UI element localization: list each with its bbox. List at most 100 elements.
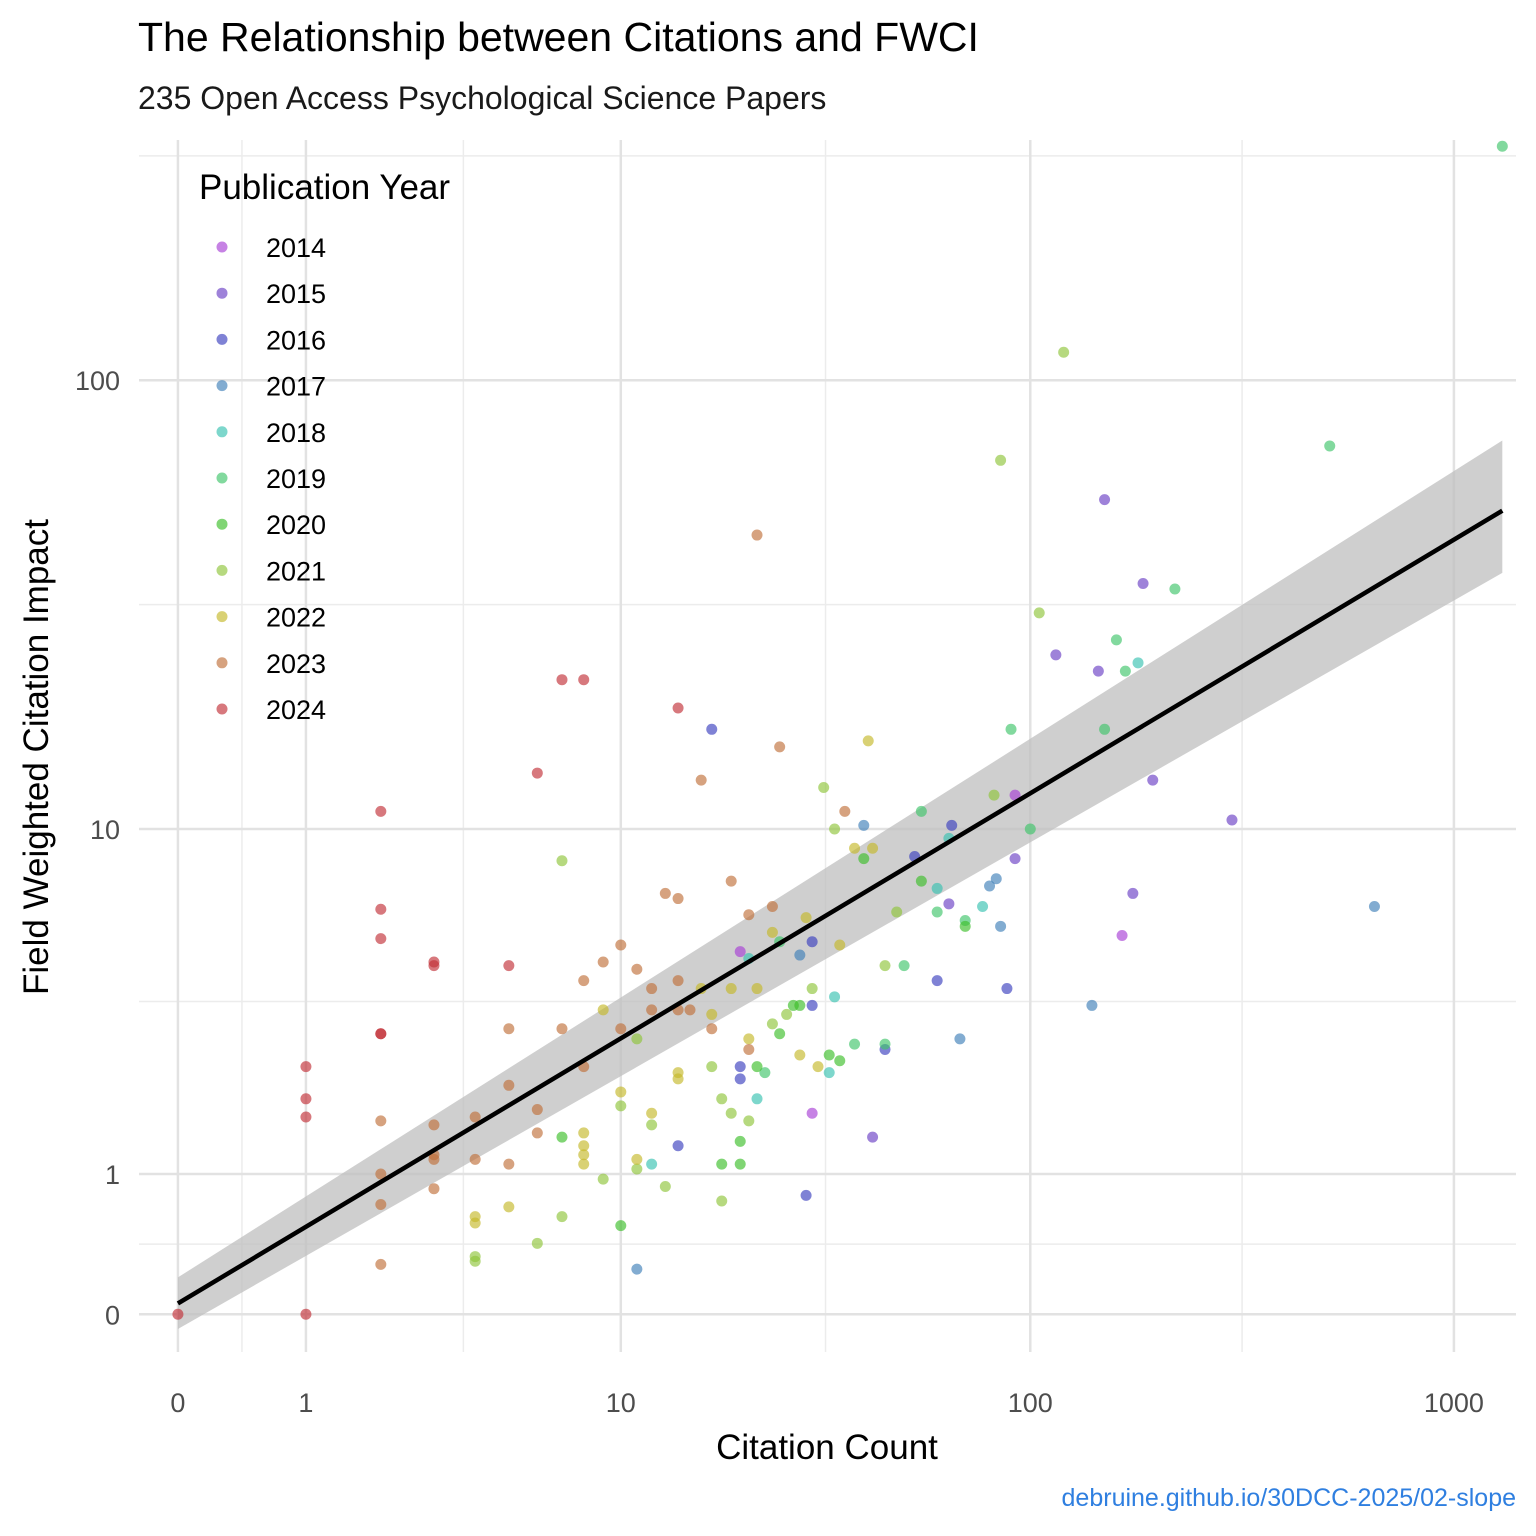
data-point-2023 — [578, 975, 590, 987]
data-point-2016 — [706, 723, 718, 735]
y-tick-label: 1 — [105, 1160, 120, 1190]
data-point-2015 — [1009, 853, 1021, 865]
data-point-2022 — [743, 1033, 755, 1045]
data-point-2023 — [695, 774, 707, 786]
source-caption[interactable]: debruine.github.io/30DCC-2025/02-slope — [1061, 1484, 1516, 1512]
data-point-2016 — [946, 819, 958, 831]
data-point-2024 — [503, 960, 515, 972]
data-point-2019 — [1024, 823, 1036, 835]
legend-label-2018: 2018 — [266, 418, 326, 448]
legend-label-2016: 2016 — [266, 325, 326, 355]
legend-key-2024 — [216, 703, 228, 715]
data-point-2022 — [849, 842, 861, 854]
data-point-2014 — [806, 1107, 818, 1119]
data-point-2019 — [898, 960, 910, 972]
data-point-2020 — [716, 1158, 728, 1170]
x-tick-label: 100 — [1008, 1388, 1053, 1418]
data-point-2021 — [706, 1061, 718, 1073]
data-point-2022 — [615, 1086, 627, 1098]
data-point-2024 — [428, 956, 440, 968]
data-point-2023 — [503, 1079, 515, 1091]
legend-key-2014 — [216, 241, 228, 253]
legend-label-2014: 2014 — [266, 233, 326, 263]
axis-ticks: 0 1 10 100 1000 0 1 10 100 — [75, 366, 1484, 1418]
data-point-2023 — [375, 1258, 387, 1270]
chart-title: The Relationship between Citations and F… — [138, 14, 979, 60]
data-points — [172, 140, 1508, 1320]
data-point-2018 — [977, 900, 989, 912]
legend-key-2023 — [216, 657, 228, 669]
data-point-2019 — [1169, 583, 1181, 595]
data-point-2021 — [829, 823, 841, 835]
y-axis-label: Field Weighted Citation Impact — [17, 519, 56, 995]
data-point-2023 — [646, 983, 658, 995]
data-point-2023 — [751, 529, 763, 541]
legend-key-2021 — [216, 564, 228, 576]
y-tick-label: 0 — [105, 1300, 120, 1330]
data-point-2021 — [631, 1033, 643, 1045]
data-point-2018 — [823, 1067, 835, 1079]
data-point-2018 — [646, 1158, 658, 1170]
data-point-2019 — [915, 805, 927, 817]
data-point-2018 — [829, 991, 841, 1003]
data-point-2021 — [716, 1195, 728, 1207]
legend-label-2024: 2024 — [266, 695, 326, 725]
data-point-2016 — [734, 1073, 746, 1085]
data-point-2022 — [706, 1008, 718, 1020]
data-point-2017 — [1368, 900, 1380, 912]
data-point-2023 — [774, 741, 786, 753]
data-point-2019 — [931, 906, 943, 918]
legend-key-2015 — [216, 287, 228, 299]
data-point-2019 — [1099, 723, 1111, 735]
data-point-2024 — [375, 1028, 387, 1040]
data-point-2017 — [858, 819, 870, 831]
data-point-2015 — [1137, 577, 1149, 589]
data-point-2021 — [818, 782, 830, 794]
data-point-2023 — [706, 1023, 718, 1035]
data-point-2021 — [891, 906, 903, 918]
regression-line — [176, 508, 1504, 1306]
data-point-2016 — [672, 1140, 684, 1152]
data-point-2021 — [631, 1163, 643, 1175]
grid-lines — [139, 140, 1516, 1352]
data-point-2023 — [556, 1023, 568, 1035]
data-point-2023 — [531, 1104, 543, 1116]
data-point-2019 — [1119, 665, 1131, 677]
data-point-2017 — [1086, 999, 1098, 1011]
data-point-2024 — [375, 933, 387, 945]
data-point-2022 — [725, 983, 737, 995]
data-point-2022 — [800, 912, 812, 924]
data-point-2017 — [984, 880, 996, 892]
data-point-2020 — [794, 999, 806, 1011]
data-point-2023 — [631, 963, 643, 975]
data-point-2018 — [1132, 657, 1144, 669]
data-point-2021 — [469, 1255, 481, 1267]
data-point-2024 — [300, 1111, 312, 1123]
data-point-2021 — [556, 1211, 568, 1223]
data-point-2016 — [806, 999, 818, 1011]
legend-key-2016 — [216, 333, 228, 345]
data-point-2024 — [300, 1061, 312, 1073]
data-point-2022 — [766, 926, 778, 938]
data-point-2019 — [849, 1038, 861, 1050]
confidence-band — [177, 440, 1503, 1329]
data-point-2015 — [1226, 814, 1238, 826]
data-point-2016 — [734, 1061, 746, 1073]
x-tick-label: 0 — [170, 1388, 185, 1418]
data-point-2023 — [743, 909, 755, 921]
data-point-2018 — [931, 882, 943, 894]
data-point-2024 — [172, 1308, 184, 1320]
data-point-2021 — [615, 1100, 627, 1112]
data-point-2024 — [375, 805, 387, 817]
data-point-2023 — [646, 1004, 658, 1016]
data-point-2017 — [794, 949, 806, 961]
data-point-2023 — [503, 1023, 515, 1035]
data-point-2021 — [879, 960, 891, 972]
chart-subtitle: 235 Open Access Psychological Science Pa… — [138, 80, 827, 116]
data-point-2017 — [954, 1033, 966, 1045]
data-point-2022 — [578, 1140, 590, 1152]
data-point-2021 — [743, 1115, 755, 1127]
data-point-2022 — [578, 1127, 590, 1139]
data-point-2019 — [1496, 140, 1508, 152]
data-point-2023 — [743, 1043, 755, 1055]
